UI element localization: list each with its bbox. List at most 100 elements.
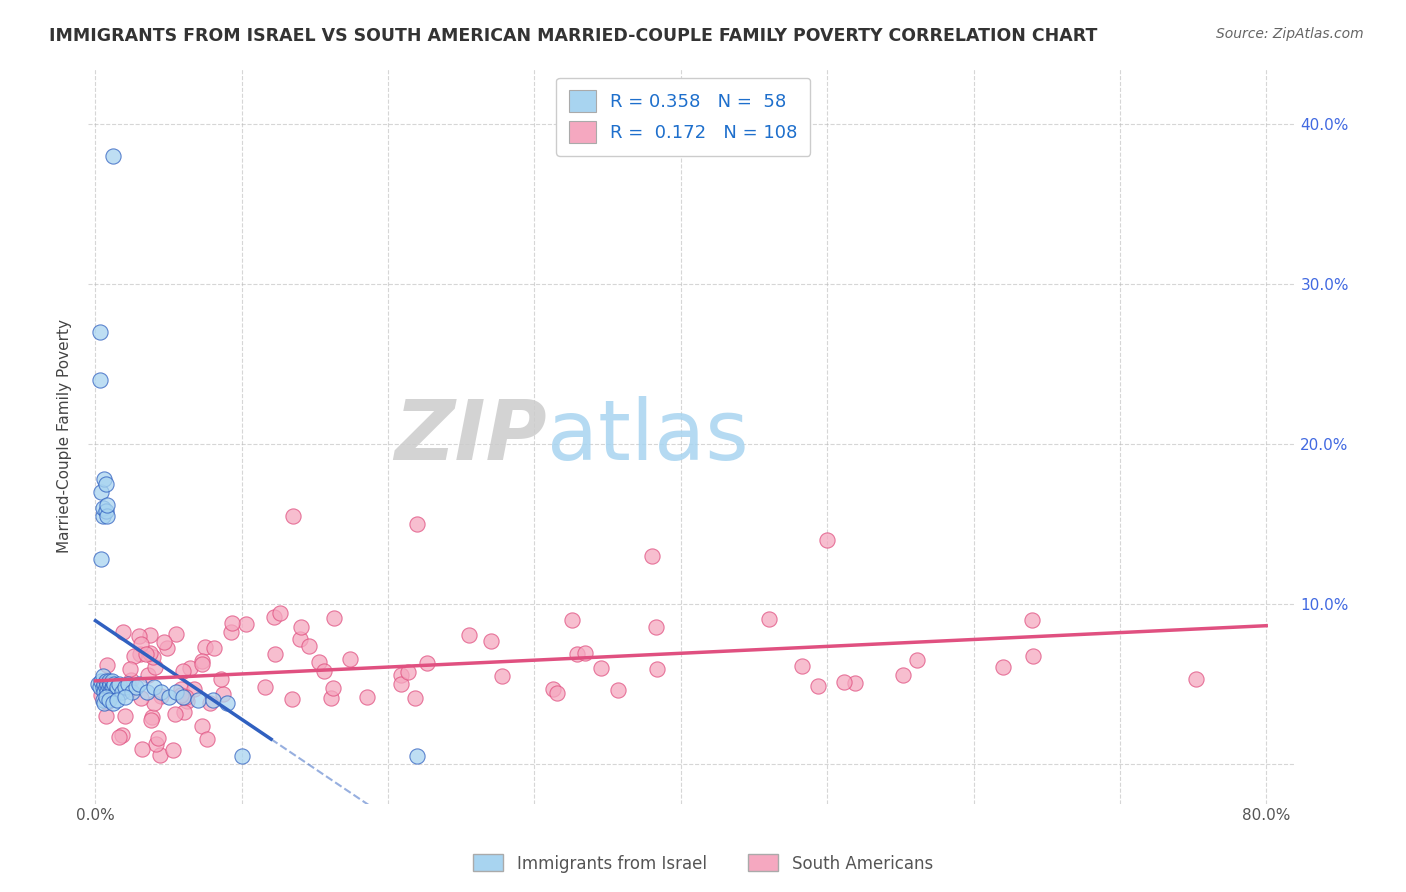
Point — [290, 632, 312, 646]
Point — [93, 472, 115, 486]
Point — [96, 508, 118, 523]
Point — [173, 705, 195, 719]
Point — [96, 677, 118, 691]
Point — [905, 653, 928, 667]
Point — [142, 649, 165, 664]
Point — [993, 660, 1015, 674]
Point — [101, 149, 124, 163]
Point — [96, 695, 118, 709]
Point — [108, 730, 131, 744]
Point — [591, 661, 613, 675]
Point — [91, 692, 114, 706]
Text: IMMIGRANTS FROM ISRAEL VS SOUTH AMERICAN MARRIED-COUPLE FAMILY POVERTY CORRELATI: IMMIGRANTS FROM ISRAEL VS SOUTH AMERICAN… — [49, 27, 1098, 45]
Point — [118, 662, 141, 676]
Point — [141, 710, 163, 724]
Point — [118, 681, 141, 696]
Point — [404, 690, 426, 705]
Point — [406, 516, 429, 531]
Point — [94, 504, 117, 518]
Point — [491, 669, 513, 683]
Point — [103, 677, 125, 691]
Point — [91, 500, 114, 515]
Point — [263, 610, 285, 624]
Point — [574, 646, 596, 660]
Point — [172, 690, 194, 704]
Point — [98, 677, 121, 691]
Point — [114, 690, 136, 704]
Point — [100, 673, 122, 688]
Point — [165, 626, 187, 640]
Point — [89, 373, 111, 387]
Point — [129, 637, 152, 651]
Point — [111, 625, 134, 640]
Point — [90, 552, 112, 566]
Point — [101, 696, 124, 710]
Point — [93, 696, 115, 710]
Point — [235, 616, 257, 631]
Point — [1185, 673, 1208, 687]
Point — [91, 680, 114, 694]
Point — [221, 615, 243, 630]
Point — [644, 620, 666, 634]
Point — [146, 731, 169, 746]
Point — [183, 681, 205, 696]
Point — [645, 662, 668, 676]
Point — [117, 677, 139, 691]
Point — [807, 679, 830, 693]
Point — [111, 685, 134, 699]
Point — [107, 680, 129, 694]
Text: Source: ZipAtlas.com: Source: ZipAtlas.com — [1216, 27, 1364, 41]
Point — [758, 612, 780, 626]
Point — [150, 690, 173, 704]
Point — [191, 654, 214, 668]
Point — [139, 628, 162, 642]
Point — [209, 672, 232, 686]
Point — [163, 707, 186, 722]
Point — [281, 508, 304, 523]
Point — [97, 673, 120, 688]
Point — [202, 640, 225, 655]
Point — [96, 498, 118, 512]
Point — [111, 727, 134, 741]
Point — [156, 641, 179, 656]
Point — [108, 677, 131, 691]
Point — [93, 685, 115, 699]
Point — [217, 696, 239, 710]
Point — [457, 628, 479, 642]
Point — [90, 485, 112, 500]
Point — [101, 680, 124, 694]
Point — [129, 647, 152, 661]
Point — [891, 668, 914, 682]
Point — [406, 748, 429, 763]
Point — [152, 635, 174, 649]
Point — [479, 633, 502, 648]
Point — [121, 685, 143, 699]
Point — [94, 690, 117, 704]
Text: ZIP: ZIP — [394, 395, 547, 476]
Point — [264, 647, 287, 661]
Point — [91, 508, 114, 523]
Point — [139, 714, 162, 728]
Point — [792, 659, 814, 673]
Legend: Immigrants from Israel, South Americans: Immigrants from Israel, South Americans — [467, 847, 939, 880]
Point — [94, 477, 117, 491]
Point — [97, 692, 120, 706]
Point — [89, 325, 111, 339]
Point — [844, 676, 866, 690]
Point — [172, 665, 194, 679]
Y-axis label: Married-Couple Family Poverty: Married-Couple Family Poverty — [58, 319, 72, 553]
Point — [815, 533, 838, 547]
Point — [1021, 613, 1043, 627]
Point — [356, 690, 378, 704]
Point — [179, 661, 201, 675]
Point — [211, 687, 233, 701]
Point — [253, 680, 276, 694]
Point — [114, 709, 136, 723]
Point — [87, 677, 110, 691]
Point — [607, 683, 630, 698]
Point — [131, 742, 153, 756]
Point — [103, 687, 125, 701]
Point — [298, 639, 321, 653]
Point — [640, 549, 662, 563]
Point — [120, 673, 142, 687]
